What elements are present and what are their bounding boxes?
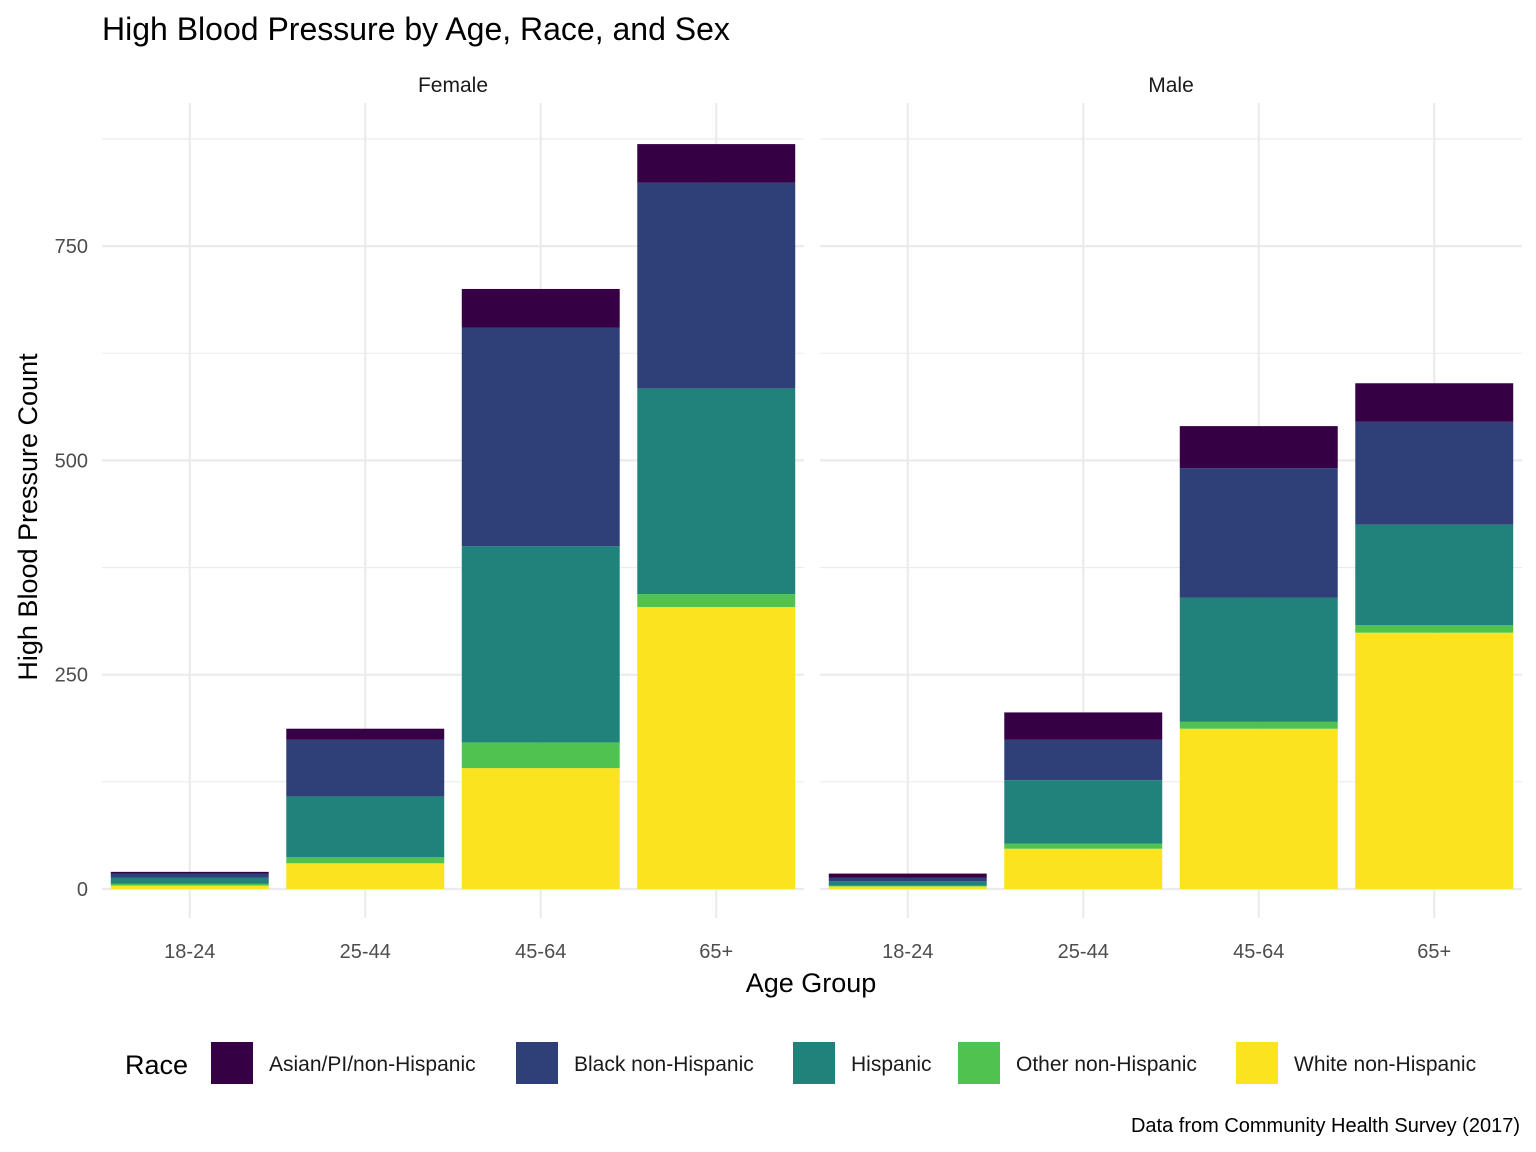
bar-male-18-24-black-non-hispanic (828, 877, 987, 882)
bar-male-25-44-white-non-hispanic (1004, 848, 1163, 889)
bar-male-45-64-hispanic (1179, 597, 1338, 722)
y-axis-title: High Blood Pressure Count (13, 353, 43, 681)
bar-male-65-white-non-hispanic (1355, 632, 1514, 889)
x-tick-label: 65+ (699, 941, 733, 963)
legend-swatch-white-non-hispanic (1236, 1042, 1278, 1084)
bar-female-25-44-white-non-hispanic (286, 863, 445, 889)
bar-male-65-other-non-hispanic (1355, 624, 1514, 633)
x-tick-label: 18-24 (164, 941, 215, 963)
bar-female-45-64-asian-pi-non-hispanic (461, 288, 620, 328)
bar-female-18-24-white-non-hispanic (110, 885, 269, 889)
x-tick-label: 45-64 (515, 941, 566, 963)
bar-female-45-64-white-non-hispanic (461, 768, 620, 889)
bar-female-25-44-black-non-hispanic (286, 739, 445, 797)
bar-female-65-asian-pi-non-hispanic (637, 144, 796, 183)
bar-female-65-black-non-hispanic (637, 182, 796, 389)
bar-male-18-24-hispanic (828, 881, 987, 886)
y-tick-label: 0 (77, 879, 88, 901)
legend-swatch-hispanic (793, 1042, 835, 1084)
panel-female: Female 18-24 25-44 45-64 65+ (102, 74, 804, 963)
y-tick-label: 250 (55, 665, 88, 687)
bar-female-18-24-other-non-hispanic (110, 883, 269, 886)
x-tick-label: 25-44 (340, 941, 391, 963)
bar-female-18-24-black-non-hispanic (110, 873, 269, 878)
x-axis-title: Age Group (746, 968, 877, 998)
bar-male-18-24-asian-pi-non-hispanic (828, 873, 987, 878)
bar-male-25-44-asian-pi-non-hispanic (1004, 712, 1163, 740)
caption: Data from Community Health Survey (2017) (1131, 1115, 1520, 1137)
bar-female-25-44-asian-pi-non-hispanic (286, 728, 445, 740)
y-tick-label: 500 (55, 450, 88, 472)
bar-male-45-64-white-non-hispanic (1179, 728, 1338, 889)
legend-label-black-non-hispanic: Black non-Hispanic (574, 1053, 754, 1076)
bar-male-18-24-other-non-hispanic (828, 885, 987, 887)
bar-male-45-64-asian-pi-non-hispanic (1179, 426, 1338, 469)
bar-male-25-44-other-non-hispanic (1004, 843, 1163, 849)
facet-label-male: Male (1148, 74, 1194, 97)
legend-label-hispanic: Hispanic (851, 1053, 932, 1076)
legend-label-other-non-hispanic: Other non-Hispanic (1016, 1053, 1197, 1076)
facet-label-female: Female (418, 74, 488, 97)
bar-female-65-other-non-hispanic (637, 594, 796, 607)
bar-female-65-white-non-hispanic (637, 606, 796, 889)
bar-female-18-24-asian-pi-non-hispanic (110, 871, 269, 874)
legend-title: Race (125, 1050, 188, 1080)
bar-male-25-44-black-non-hispanic (1004, 739, 1163, 781)
x-tick-label: 18-24 (882, 941, 933, 963)
legend-swatch-other-non-hispanic (958, 1042, 1000, 1084)
chart-title: High Blood Pressure by Age, Race, and Se… (102, 11, 730, 47)
legend-label-white-non-hispanic: White non-Hispanic (1294, 1053, 1476, 1076)
panel-male: Male 18-24 25-44 45-64 65+ (820, 74, 1522, 963)
legend-swatch-asian-pi-non-hispanic (211, 1042, 253, 1084)
bar-female-25-44-hispanic (286, 796, 445, 858)
x-tick-label: 45-64 (1233, 941, 1284, 963)
x-tick-label: 65+ (1417, 941, 1451, 963)
bar-male-45-64-other-non-hispanic (1179, 721, 1338, 729)
legend-swatch-black-non-hispanic (516, 1042, 558, 1084)
bar-female-45-64-hispanic (461, 546, 620, 743)
x-tick-label: 25-44 (1058, 941, 1109, 963)
facet-panels: Female 18-24 25-44 45-64 65+ Male 18-24 25-44 45… (55, 74, 1522, 963)
bar-female-18-24-hispanic (110, 877, 269, 884)
bar-male-18-24-white-non-hispanic (828, 886, 987, 889)
bar-male-65-asian-pi-non-hispanic (1355, 383, 1514, 422)
legend: Race Asian/PI/non-Hispanic Black non-Hisp… (125, 1042, 1476, 1084)
bar-female-45-64-black-non-hispanic (461, 327, 620, 547)
bar-male-25-44-hispanic (1004, 780, 1163, 844)
bar-male-65-hispanic (1355, 524, 1514, 625)
y-tick-label: 750 (55, 236, 88, 258)
bar-male-45-64-black-non-hispanic (1179, 468, 1338, 598)
bar-male-65-black-non-hispanic (1355, 421, 1514, 525)
legend-label-asian-pi-non-hispanic: Asian/PI/non-Hispanic (269, 1053, 476, 1076)
bar-female-45-64-other-non-hispanic (461, 742, 620, 769)
bar-female-65-hispanic (637, 388, 796, 595)
bar-female-25-44-other-non-hispanic (286, 857, 445, 864)
